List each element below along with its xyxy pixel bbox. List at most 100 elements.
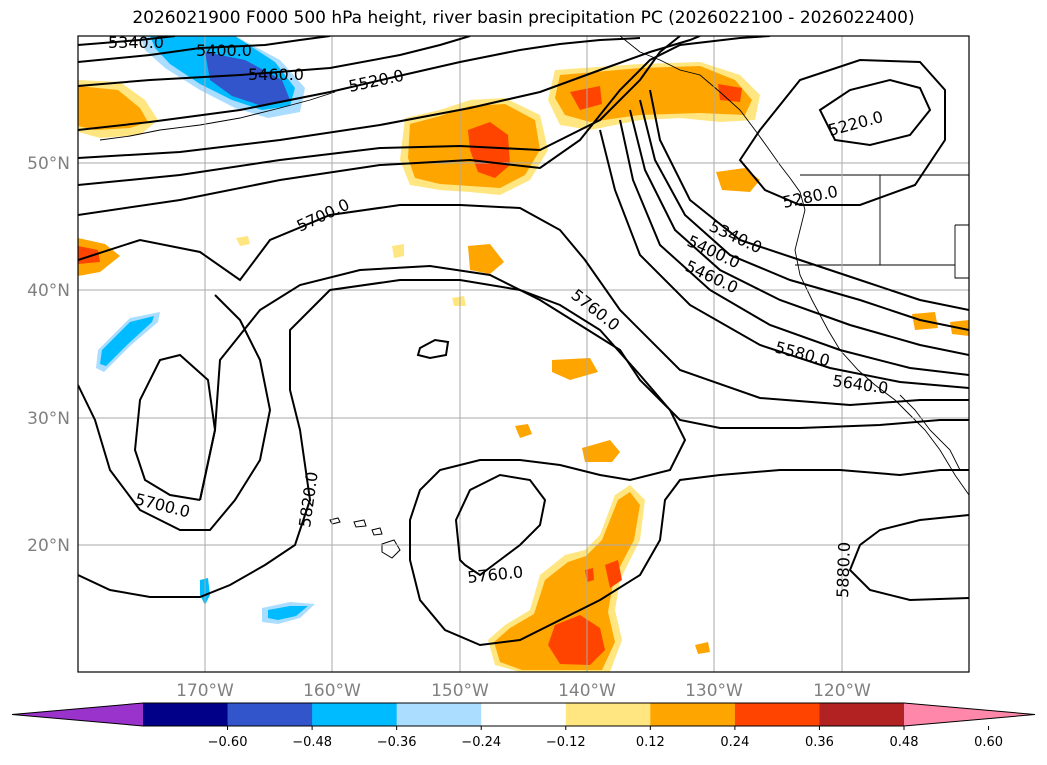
- colorbar: −0.60 −0.48 −0.36 −0.24 −0.12 0.12 0.24 0.36 0.4…: [11, 702, 1036, 750]
- shade-gulf-alaska-red2: [718, 84, 742, 102]
- lat-label-50: 50°N: [27, 154, 70, 174]
- contour-jet-1: [649, 89, 969, 311]
- aleutian-islands: [99, 91, 336, 141]
- hawaii-4: [381, 539, 401, 559]
- shade-neg-d-core: [268, 606, 308, 620]
- hawaii-2: [353, 519, 367, 528]
- label-5700-north: 5700.0: [294, 195, 353, 236]
- colorbar-tick-label: 0.24: [720, 735, 749, 750]
- colorbar-tick-label: 0.12: [636, 735, 665, 750]
- colorbar-tick-label: −0.12: [546, 735, 586, 750]
- shade-blob-g: [515, 424, 532, 438]
- contour-5340-east: [78, 36, 701, 159]
- colorbar-tick-label: 0.60: [974, 735, 1003, 750]
- colorbar-tick-label: −0.24: [461, 735, 501, 750]
- colorbar-segment: [734, 703, 820, 726]
- colorbar-extend-low: [12, 703, 143, 726]
- contour-small-loop: [416, 338, 450, 360]
- shade-blob-a: [468, 244, 504, 274]
- colorbar-segment: [819, 703, 905, 726]
- label-5580: 5580.0: [773, 338, 832, 371]
- contour-5460-east: [78, 36, 771, 216]
- lat-label-40: 40°N: [27, 281, 70, 301]
- contour-5220: [818, 78, 932, 147]
- contour-5340-nw: [78, 36, 176, 46]
- label-5700-west: 5700.0: [133, 489, 192, 521]
- lon-label-140w: 140°W: [558, 681, 616, 701]
- contour-5280: [738, 58, 946, 206]
- lon-label-160w: 160°W: [303, 681, 361, 701]
- hawaii-1: [329, 517, 341, 525]
- shade-alaska-west-core: [78, 86, 148, 130]
- contour-5760-north: [199, 264, 969, 501]
- contour-5820: [78, 279, 969, 647]
- contour-jet-4: [619, 119, 969, 376]
- label-5400-nw: 5400.0: [196, 41, 252, 60]
- longitude-labels: 170°W 160°W 150°W 140°W 130°W 120°W: [176, 681, 871, 701]
- colorbar-segment: [396, 703, 482, 726]
- colorbar-tick-label: −0.36: [377, 735, 417, 750]
- colorbar-segment: [143, 703, 229, 726]
- contour-5700-west: [78, 294, 272, 531]
- colorbar-tick-label: 0.48: [890, 735, 919, 750]
- shade-aleutian-neg-core: [205, 52, 290, 106]
- precip-negative-shading: [96, 36, 315, 624]
- coast-baja: [899, 394, 961, 471]
- hawaii-islands: [329, 517, 401, 559]
- colorbar-segment: [227, 703, 313, 726]
- label-5880: 5880.0: [833, 542, 854, 599]
- shade-neg-b-core: [100, 316, 154, 366]
- shade-blob-f: [582, 440, 620, 462]
- contour-5700-loop: [133, 353, 217, 501]
- label-5820: 5820.0: [295, 470, 322, 528]
- shade-gulf-alaska-core: [555, 66, 752, 122]
- coast-state-3: [954, 224, 969, 279]
- colorbar-outline: [11, 702, 1036, 727]
- contour-5520-nw: [78, 37, 641, 131]
- contour-5400-east: [78, 36, 681, 186]
- shade-blob-i: [452, 296, 466, 306]
- colorbar-tick-label: 0.36: [805, 735, 834, 750]
- lon-label-150w: 150°W: [431, 681, 489, 701]
- coast-alaska: [619, 36, 806, 211]
- coastlines: [99, 36, 969, 496]
- colorbar-tick-label: −0.60: [208, 735, 248, 750]
- latitude-labels: 50°N 40°N 30°N 20°N: [27, 154, 70, 556]
- label-5760-south: 5760.0: [466, 562, 524, 587]
- lon-label-170w: 170°W: [176, 681, 234, 701]
- shade-blob-k: [695, 642, 710, 654]
- shade-subtropics-core: [494, 492, 640, 670]
- label-5460-nw: 5460.0: [248, 65, 304, 84]
- lat-label-30: 30°N: [27, 409, 70, 429]
- contour-5460-nw: [78, 36, 471, 87]
- shade-subtropics-red1: [548, 615, 605, 665]
- contour-5880: [848, 514, 969, 602]
- shade-blob-c: [552, 358, 598, 380]
- contour-5700-north: [78, 204, 969, 407]
- shade-blob-h: [236, 236, 250, 246]
- map-title: 2026021900 F000 500 hPa height, river ba…: [132, 8, 915, 28]
- graticule: [78, 36, 969, 672]
- contour-jet-2: [639, 99, 969, 331]
- hawaii-3: [371, 527, 383, 536]
- contour-jet-3: [629, 109, 969, 356]
- colorbar-segment: [312, 703, 398, 726]
- colorbar-segment: [481, 703, 567, 726]
- height-contours: [78, 36, 969, 647]
- colorbar-segment: [650, 703, 736, 726]
- shade-subtropics-red2: [605, 560, 622, 588]
- lon-label-130w: 130°W: [685, 681, 743, 701]
- colorbar-extend-high: [904, 703, 1035, 726]
- shade-blob-j: [392, 244, 404, 258]
- colorbar-segment: [565, 703, 651, 726]
- label-5220: 5220.0: [826, 107, 885, 140]
- shade-dateline-40n-red: [78, 246, 100, 264]
- label-5280: 5280.0: [781, 182, 840, 212]
- colorbar-tick-label: −0.48: [292, 735, 332, 750]
- contour-jet-5: [599, 129, 969, 389]
- contour-5400-nw: [78, 36, 331, 63]
- label-5340-nw: 5340.0: [108, 33, 164, 52]
- map-area: 5340.0 5400.0 5460.0 5520.0 5220.0 5280.…: [78, 33, 969, 672]
- contour-5760-south: [454, 473, 547, 577]
